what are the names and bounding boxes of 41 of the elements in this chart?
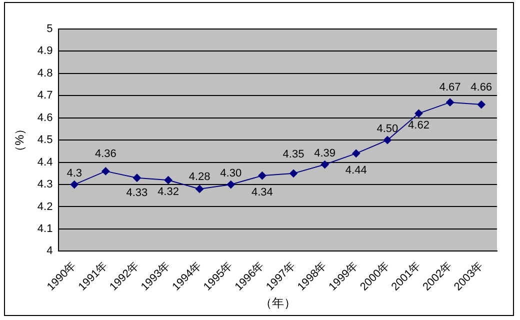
y-tick-label: 4.2 xyxy=(37,200,53,213)
data-label: 4.3 xyxy=(66,168,82,180)
point xyxy=(70,180,78,189)
data-label: 4.50 xyxy=(376,123,398,136)
y-tick-label: 4.6 xyxy=(37,112,53,124)
y-tick-label: 4.4 xyxy=(37,156,53,168)
point xyxy=(164,176,172,184)
point xyxy=(414,109,423,118)
point xyxy=(383,136,392,144)
data-label: 4.33 xyxy=(126,186,148,199)
point xyxy=(320,160,329,169)
data-label: 4.66 xyxy=(470,82,492,94)
y-tick-label: 4.8 xyxy=(37,67,53,80)
data-label: 4.35 xyxy=(282,148,304,160)
y-tick-label: 4.9 xyxy=(37,45,53,58)
data-label: 4.34 xyxy=(251,186,273,199)
data-label: 4.62 xyxy=(408,119,430,132)
y-tick-label: 4.7 xyxy=(37,90,53,102)
data-label: 4.67 xyxy=(439,81,461,94)
y-tick-label: 4.5 xyxy=(37,134,53,146)
data-label: 4.30 xyxy=(220,168,242,180)
y-tick-label: 4.3 xyxy=(37,178,53,191)
data-label: 4.28 xyxy=(188,171,210,184)
point xyxy=(226,180,235,189)
point xyxy=(102,167,110,176)
data-label: 4.32 xyxy=(158,186,179,198)
data-label: 4.36 xyxy=(94,148,116,160)
point xyxy=(352,149,360,158)
x-axis-title: （年） xyxy=(260,296,296,310)
point xyxy=(446,98,454,106)
point xyxy=(290,169,298,178)
y-axis-title: （%） xyxy=(12,122,27,158)
data-label: 4.39 xyxy=(314,148,336,160)
point xyxy=(477,100,486,109)
y-tick-label: 4 xyxy=(46,245,53,258)
point xyxy=(196,184,204,193)
data-label: 4.44 xyxy=(345,164,367,176)
point xyxy=(132,174,141,182)
y-tick-label: 5 xyxy=(46,23,53,36)
point xyxy=(258,172,266,180)
y-tick-label: 4.1 xyxy=(37,222,53,235)
